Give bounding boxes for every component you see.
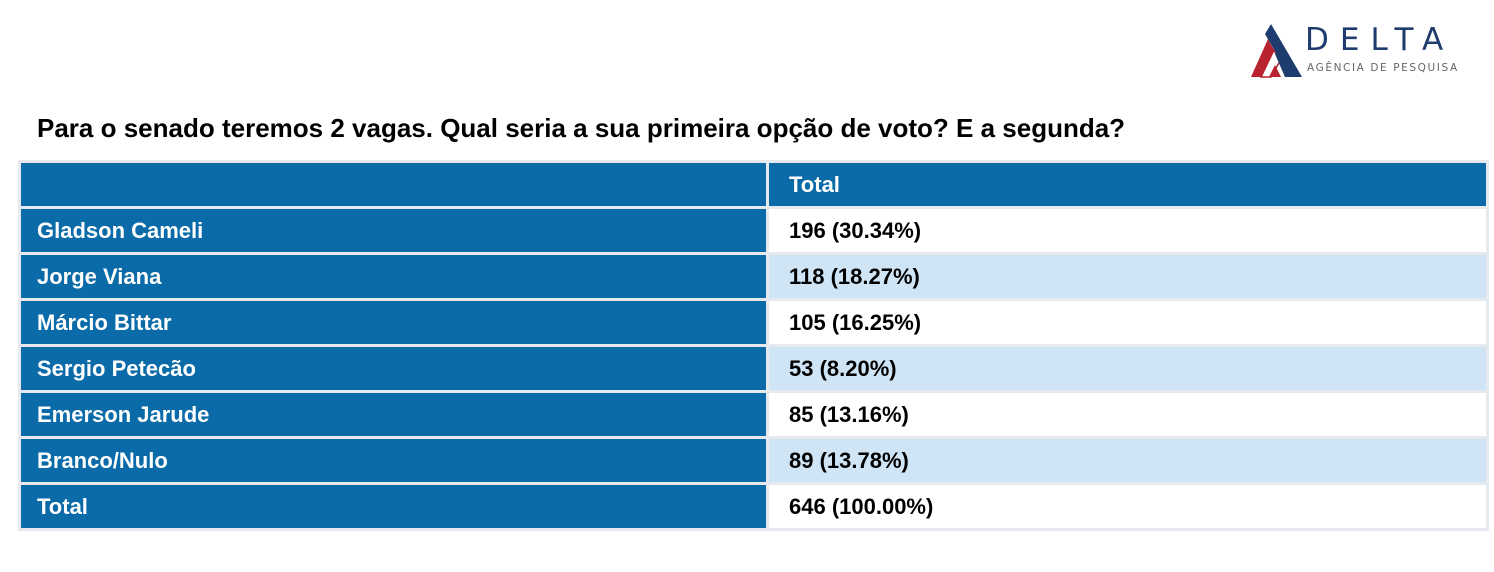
row-value-cell: 196 (30.34%) [769,209,1486,252]
logo-wordmark: DELTA [1305,22,1455,58]
header-total-cell: Total [769,163,1486,206]
header-label-cell [21,163,766,206]
table-row: Gladson Cameli 196 (30.34%) [21,209,1486,252]
row-value-cell: 118 (18.27%) [769,255,1486,298]
table-row: Total 646 (100.00%) [21,485,1486,528]
row-label-cell: Márcio Bittar [21,301,766,344]
question-title: Para o senado teremos 2 vagas. Qual seri… [37,113,1126,143]
results-table: Total Gladson Cameli 196 (30.34%) Jorge Vi… [18,160,1489,531]
row-value-cell: 85 (13.16%) [769,393,1486,436]
row-label-cell: Sergio Petecão [21,347,766,390]
row-value-cell: 89 (13.78%) [769,439,1486,482]
table-row: Jorge Viana 118 (18.27%) [21,255,1486,298]
results-table-body: Total Gladson Cameli 196 (30.34%) Jorge Vi… [21,163,1486,528]
table-row: Branco/Nulo 89 (13.78%) [21,439,1486,482]
row-value-cell: 105 (16.25%) [769,301,1486,344]
table-row: Márcio Bittar 105 (16.25%) [21,301,1486,344]
table-header-row: Total [21,163,1486,206]
row-label-cell: Total [21,485,766,528]
table-row: Sergio Petecão 53 (8.20%) [21,347,1486,390]
row-label-cell: Gladson Cameli [21,209,766,252]
row-label-cell: Emerson Jarude [21,393,766,436]
row-value-cell: 646 (100.00%) [769,485,1486,528]
delta-logo: DELTA AGÊNCIA DE PESQUISA [1247,22,1467,80]
delta-logo-icon [1251,24,1302,78]
row-label-cell: Jorge Viana [21,255,766,298]
logo-tagline: AGÊNCIA DE PESQUISA [1307,62,1459,74]
row-label-cell: Branco/Nulo [21,439,766,482]
row-value-cell: 53 (8.20%) [769,347,1486,390]
table-row: Emerson Jarude 85 (13.16%) [21,393,1486,436]
